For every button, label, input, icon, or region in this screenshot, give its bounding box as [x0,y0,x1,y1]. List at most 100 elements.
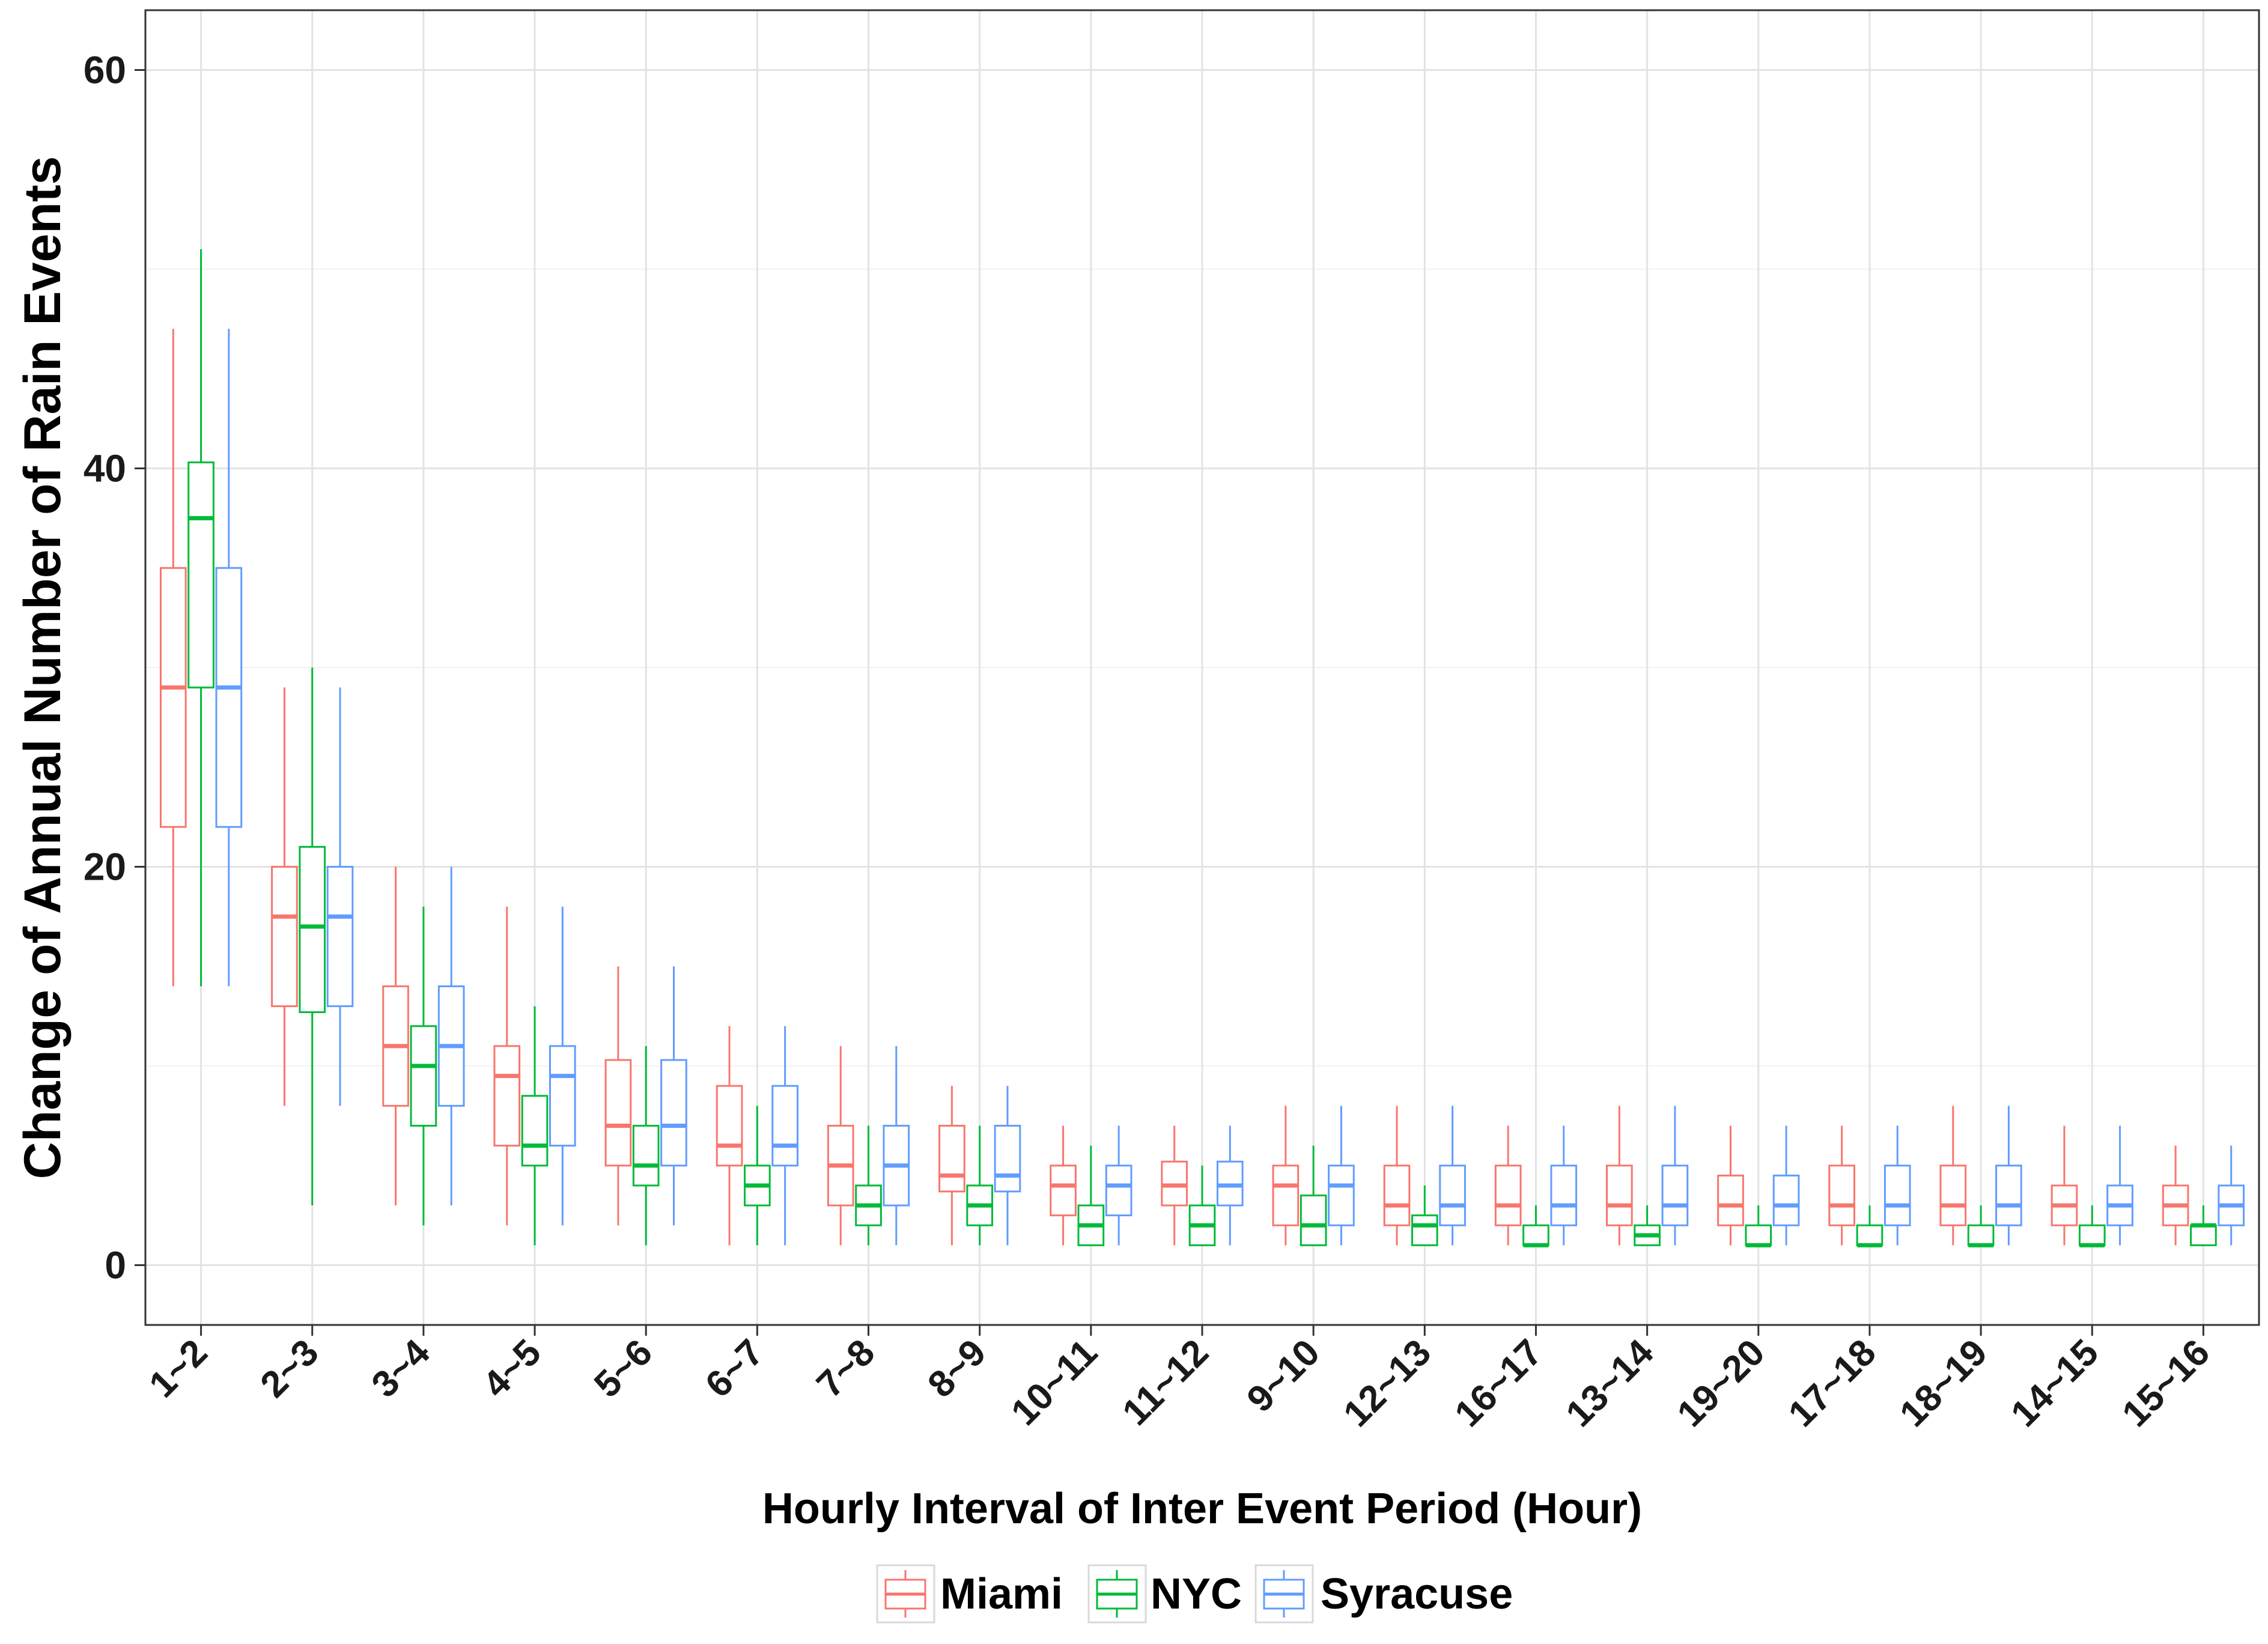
box-nyc-1~2 [187,249,214,987]
box-syracuse-10~11 [1105,1125,1132,1246]
box-nyc-16~17 [1522,1205,1549,1247]
box-body [1883,1164,1911,1226]
box-nyc-11~12 [1188,1165,1216,1246]
box-miami-14~15 [2051,1125,2078,1246]
box-body [1995,1164,2022,1226]
y-tick-label: 0 [105,1244,126,1287]
box-miami-7~8 [827,1046,854,1246]
box-body [604,1059,632,1167]
box-miami-1~2 [159,329,187,987]
box-body [1328,1164,1355,1226]
box-body [1383,1164,1411,1226]
box-syracuse-15~16 [2218,1145,2245,1246]
box-nyc-14~15 [2078,1205,2106,1247]
box-nyc-13~14 [1634,1205,1661,1246]
y-axis-title: Change of Annual Number of Rain Events [14,156,71,1180]
box-syracuse-9~10 [1328,1106,1355,1246]
box-miami-12~13 [1383,1106,1411,1246]
box-miami-3~4 [382,866,409,1206]
box-body [1439,1164,1466,1226]
box-body [1717,1174,1744,1226]
box-syracuse-5~6 [660,966,687,1226]
box-body [1661,1164,1689,1226]
box-body [1939,1164,1967,1226]
box-nyc-10~11 [1077,1145,1105,1246]
box-nyc-4~5 [521,1006,549,1246]
box-syracuse-19~20 [1772,1125,1800,1246]
box-syracuse-6~7 [771,1026,798,1246]
box-body [938,1124,965,1193]
box-nyc-7~8 [855,1125,882,1246]
box-body [1828,1164,1855,1226]
box-miami-10~11 [1050,1125,1077,1246]
box-body [1522,1224,1549,1246]
box-body [2190,1224,2217,1246]
box-nyc-5~6 [632,1046,660,1246]
box-syracuse-17~18 [1883,1125,1911,1246]
box-syracuse-8~9 [994,1086,1021,1246]
box-body [660,1059,687,1167]
box-body [1606,1164,1633,1226]
box-body [1105,1164,1132,1217]
legend: Miami NYC Syracuse [876,1564,1513,1624]
box-miami-2~3 [271,687,298,1106]
box-body [632,1124,660,1187]
box-body [493,1045,521,1147]
box-body [271,866,298,1008]
box-miami-15~16 [2162,1145,2189,1246]
legend-item-nyc: NYC [1087,1564,1242,1624]
box-miami-13~14 [1606,1106,1633,1246]
box-syracuse-1~2 [215,329,243,987]
box-miami-6~7 [716,1026,743,1246]
legend-label: Miami [940,1570,1063,1618]
x-axis-title: Hourly Interval of Inter Event Period (H… [762,1485,1642,1533]
box-nyc-18~19 [1967,1205,1995,1247]
box-body [1856,1224,1883,1246]
box-miami-9~10 [1272,1106,1300,1246]
box-body [1967,1224,1995,1246]
box-syracuse-4~5 [549,906,576,1226]
legend-label: Syracuse [1321,1570,1513,1618]
box-syracuse-2~3 [326,687,354,1106]
box-nyc-8~9 [966,1125,994,1246]
box-syracuse-11~12 [1216,1125,1244,1246]
legend-label: NYC [1151,1570,1242,1618]
box-nyc-9~10 [1300,1145,1327,1246]
box-body [1050,1164,1077,1217]
box-nyc-15~16 [2190,1205,2217,1246]
box-miami-17~18 [1828,1125,1855,1246]
box-body [1745,1224,1772,1246]
box-miami-19~20 [1717,1125,1744,1246]
box-body [299,845,326,1014]
box-body [1300,1195,1327,1246]
box-body [1772,1174,1800,1226]
box-syracuse-16~17 [1550,1125,1578,1246]
box-body [1550,1164,1578,1226]
box-nyc-2~3 [299,668,326,1206]
y-tick-label: 60 [84,48,126,91]
box-miami-11~12 [1161,1125,1188,1246]
box-nyc-3~4 [410,906,437,1226]
box-nyc-19~20 [1745,1205,1772,1247]
box-body [521,1095,549,1167]
box-syracuse-12~13 [1439,1106,1466,1246]
box-syracuse-14~15 [2106,1125,2133,1246]
box-syracuse-3~4 [437,866,465,1206]
box-layer [159,249,2245,1247]
box-nyc-12~13 [1411,1185,1438,1246]
box-body [716,1085,743,1167]
box-miami-16~17 [1494,1125,1522,1246]
box-miami-5~6 [604,966,632,1226]
box-body [159,567,187,828]
box-body [549,1045,576,1147]
box-body [2078,1224,2106,1246]
box-body [1494,1164,1522,1226]
box-syracuse-7~8 [883,1046,910,1246]
box-body [215,567,243,828]
box-nyc-6~7 [744,1106,771,1246]
box-body [1272,1164,1300,1226]
legend-item-miami: Miami [876,1564,1063,1624]
legend-item-syracuse: Syracuse [1254,1564,1513,1624]
